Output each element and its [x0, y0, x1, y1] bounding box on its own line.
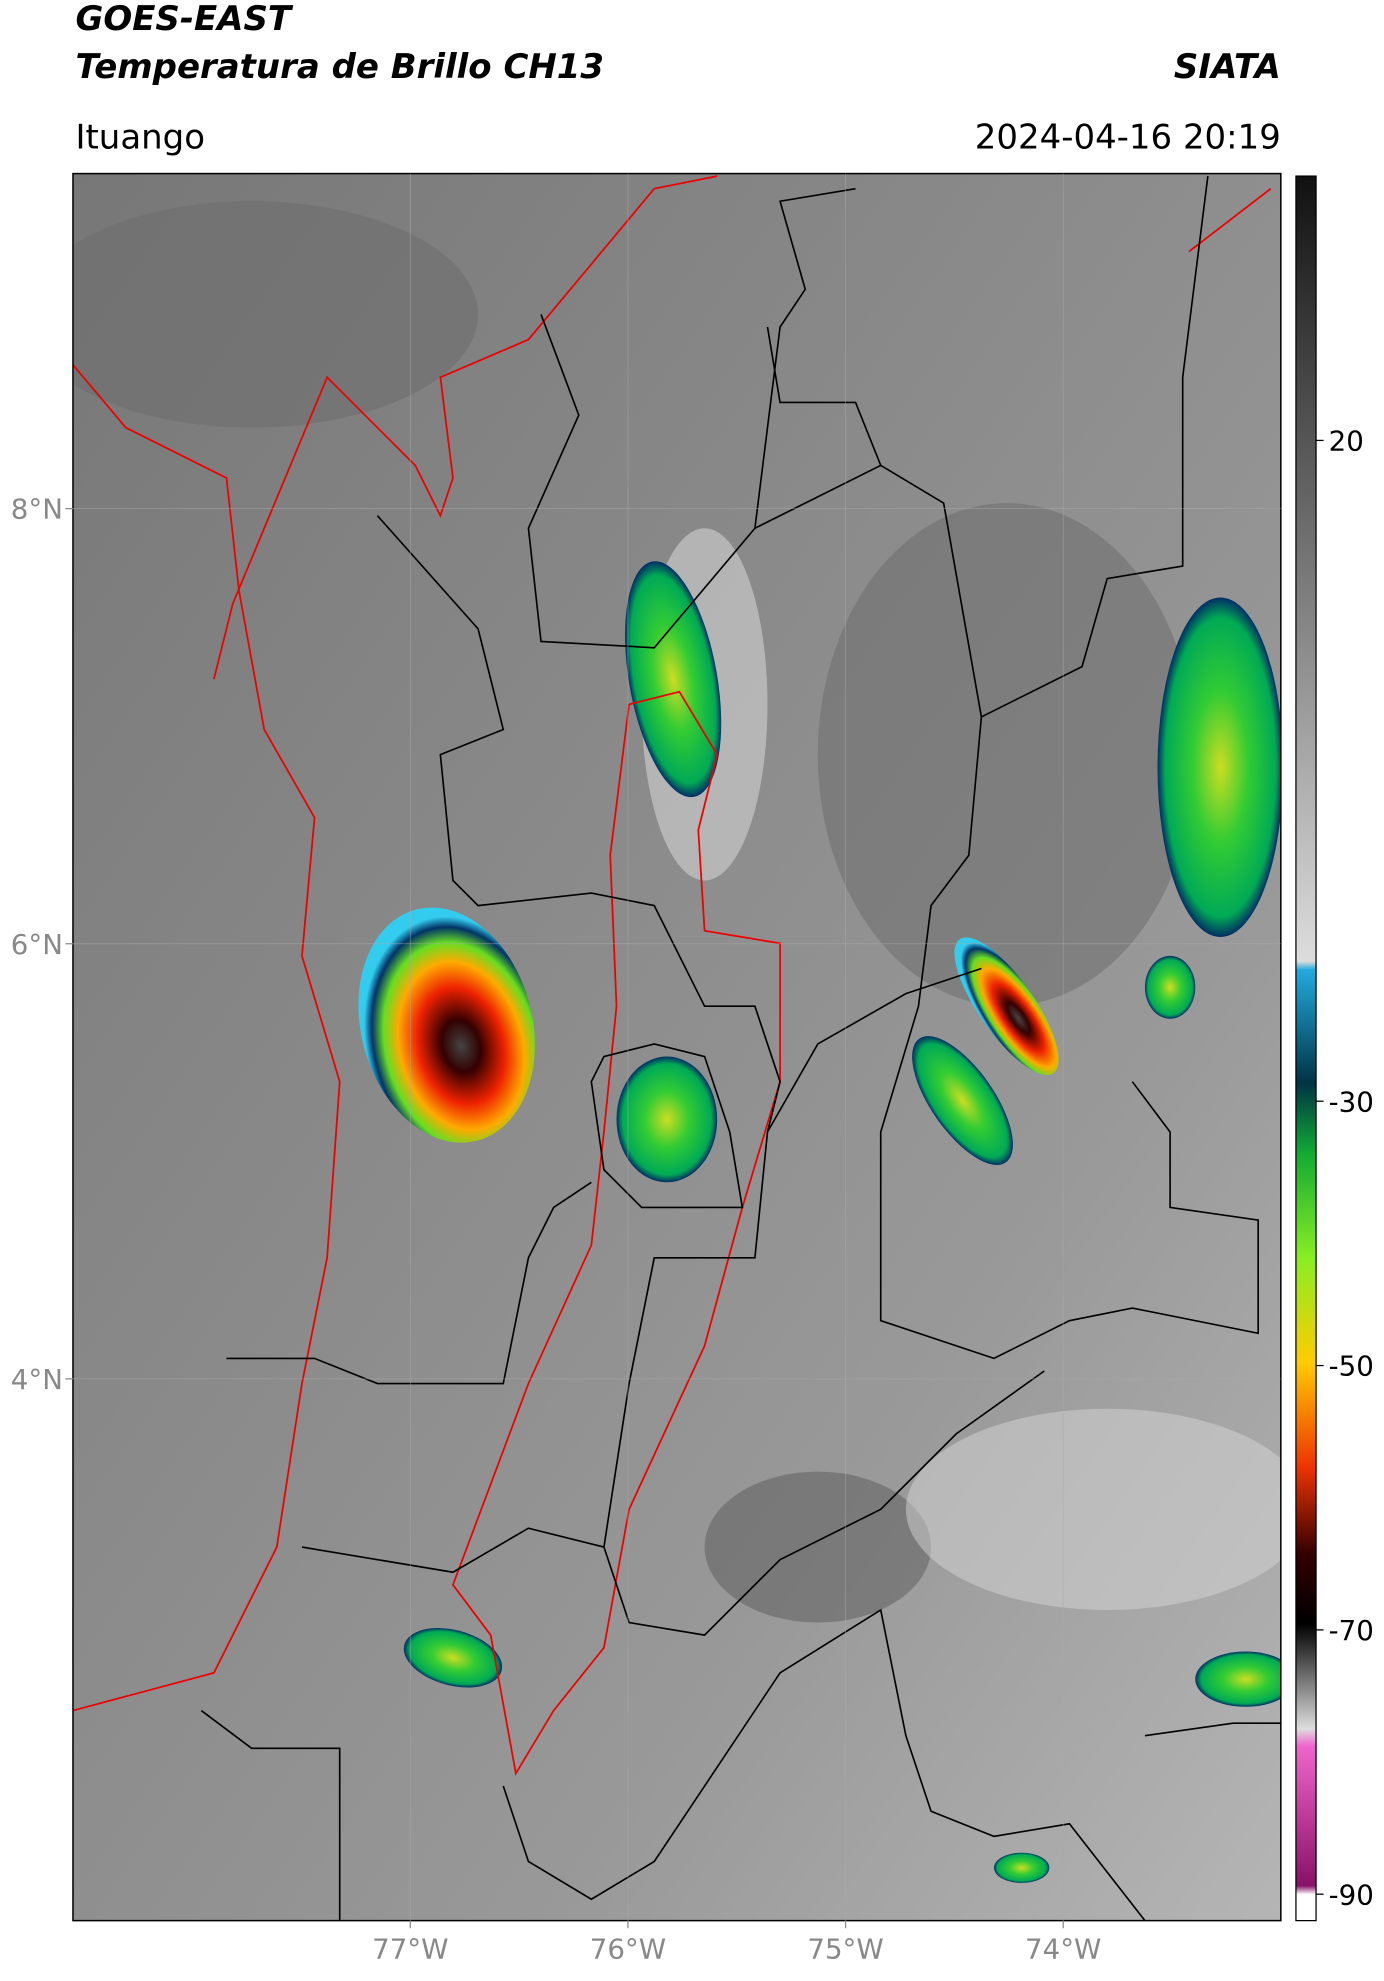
colorbar-tick-label: -50 [1329, 1350, 1374, 1383]
colorbar-tick-label: -30 [1329, 1085, 1374, 1118]
x-tick-label: 76°W [590, 1932, 666, 1965]
x-tick-label: 74°W [1025, 1932, 1101, 1965]
y-tick-label: 8°N [11, 493, 63, 526]
location: Ituango [75, 117, 205, 157]
colorbar [1295, 175, 1317, 1922]
datetime: 2024-04-16 20:19 [975, 117, 1281, 157]
map-image [72, 173, 1281, 1921]
colorbar-tick-label: -70 [1329, 1614, 1374, 1647]
subtitle: Temperatura de Brillo CH13 [75, 47, 604, 87]
map-frame [72, 172, 1282, 1922]
y-tick-label: 6°N [11, 928, 63, 961]
x-tick-label: 75°W [807, 1932, 883, 1965]
y-tick-label: 4°N [11, 1363, 63, 1396]
source: SIATA [1174, 47, 1281, 87]
colorbar-tick-label: 20 [1329, 424, 1364, 457]
title: GOES-EAST [75, 0, 293, 39]
colorbar-tick-label: -90 [1329, 1878, 1374, 1911]
x-tick-label: 77°W [372, 1932, 448, 1965]
